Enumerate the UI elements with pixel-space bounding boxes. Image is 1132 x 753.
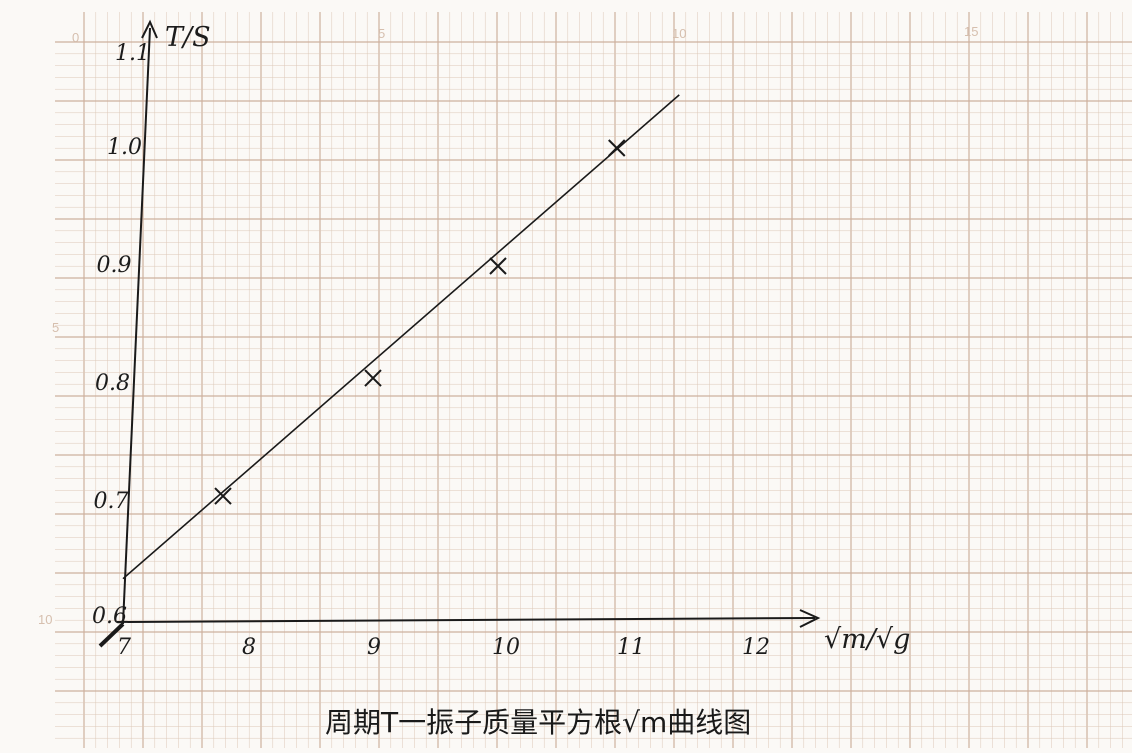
y-tick-label: 0.8 [95, 371, 130, 396]
y-tick-label: 0.9 [97, 253, 132, 278]
y-tick-label: 0.6 [92, 604, 127, 629]
grid [55, 12, 1132, 748]
tick-labels: 7 8 9 10 11 12 0.6 0.7 0.8 0.9 1.0 1.1 [92, 41, 770, 660]
paper-number-top: 0 [72, 30, 79, 45]
x-tick-label: 7 [117, 635, 131, 660]
x-axis-label: √m/√g [824, 624, 910, 655]
paper-number-top: 15 [964, 24, 978, 39]
x-tick-label: 12 [742, 635, 770, 660]
paper-number-top: 5 [378, 26, 385, 41]
paper-number-left: 10 [38, 612, 52, 627]
data-point [214, 487, 232, 505]
paper-number-left: 5 [52, 320, 59, 335]
x-tick-label: 11 [617, 635, 645, 660]
axes [98, 19, 821, 648]
x-axis [116, 617, 816, 623]
data-point [608, 139, 626, 157]
fit-line [122, 94, 680, 580]
paper-number-top: 10 [672, 26, 686, 41]
x-axis-arrow [799, 609, 821, 628]
data-point [364, 369, 382, 387]
y-tick-label: 1.1 [115, 41, 150, 66]
x-tick-label: 9 [367, 635, 381, 660]
y-axis [122, 27, 151, 625]
y-axis-label: T/S [165, 22, 211, 53]
data-series [122, 94, 680, 580]
x-tick-label: 8 [242, 635, 256, 660]
chart-title: 周期T一振子质量平方根√m曲线图 [325, 706, 751, 739]
grid-paper-numbers: 0 5 10 15 5 10 [38, 24, 978, 627]
data-point [489, 257, 507, 275]
axis-origin-stroke [98, 622, 125, 648]
y-tick-label: 1.0 [107, 135, 142, 160]
x-tick-label: 10 [492, 635, 520, 660]
y-tick-label: 0.7 [94, 489, 129, 514]
y-axis-arrow [141, 19, 158, 39]
